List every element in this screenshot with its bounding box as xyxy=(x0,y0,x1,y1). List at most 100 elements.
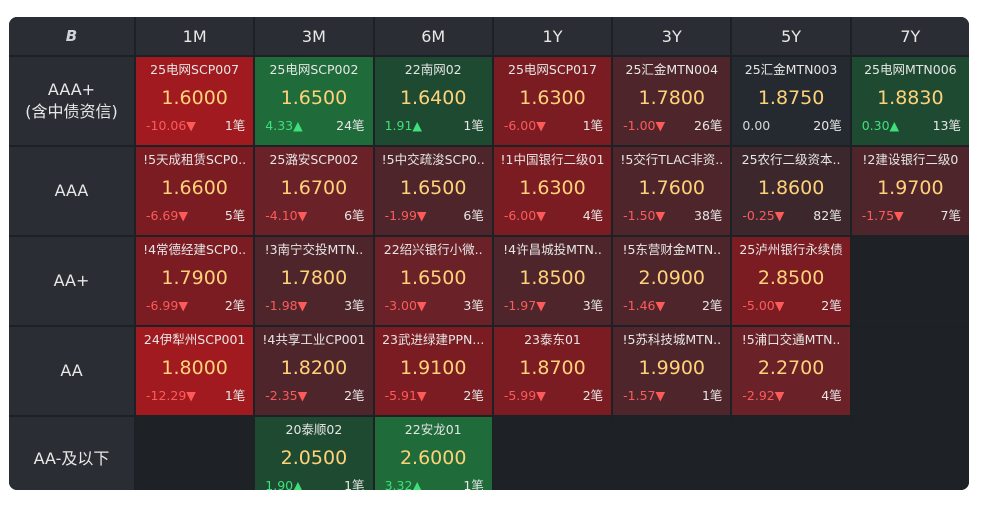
arrow-up-icon: ▲ xyxy=(889,118,900,133)
cell-footer: -1.97▼ 3笔 xyxy=(494,297,611,315)
bond-name: !1中国银行二级01 xyxy=(500,152,605,167)
cell-footer: 1.90▲ 1笔 xyxy=(255,477,372,490)
change-bp: -6.00▼ xyxy=(504,117,546,135)
yield-value: 1.6700 xyxy=(280,177,348,199)
bond-cell[interactable]: 22南网02 1.6400 1.91▲ 1笔 xyxy=(374,57,492,145)
cell-footer: 3.32▲ 1笔 xyxy=(375,477,492,490)
trade-count: 3笔 xyxy=(582,298,604,313)
cell-footer: -3.00▼ 3笔 xyxy=(375,297,492,315)
bond-name: 20泰顺02 xyxy=(285,422,343,437)
yield-value: 1.9100 xyxy=(399,357,467,379)
bond-name: !3南宁交投MTN.. xyxy=(264,242,364,257)
trade-count: 5笔 xyxy=(224,208,246,223)
bond-cell[interactable]: 25电网SCP017 1.6300 -6.00▼ 1笔 xyxy=(493,57,612,145)
bond-cell[interactable]: !3南宁交投MTN.. 1.7800 -1.98▼ 3笔 xyxy=(255,237,373,325)
trade-count: 1笔 xyxy=(701,388,723,403)
arrow-down-icon: ▼ xyxy=(536,298,546,313)
yield-value: 1.9900 xyxy=(638,357,706,379)
arrow-down-icon: ▼ xyxy=(297,208,308,223)
bond-name: 22绍兴银行小微.. xyxy=(383,242,483,257)
arrow-down-icon: ▼ xyxy=(416,298,427,313)
bond-cell[interactable]: 22安龙01 2.6000 3.32▲ 1笔 xyxy=(374,417,492,490)
tenor-header[interactable]: 6M xyxy=(374,17,492,55)
yield-value: 1.6000 xyxy=(161,87,228,109)
bond-cell[interactable]: 24伊犁州SCP001 1.8000 -12.29▼ 1笔 xyxy=(136,327,254,415)
bond-cell[interactable]: 23武进绿建PPN... 1.9100 -5.91▼ 2笔 xyxy=(374,327,492,415)
change-bp: -1.98▼ xyxy=(265,297,307,315)
bond-cell[interactable]: 23泰东01 1.8700 -5.99▼ 2笔 xyxy=(493,327,612,415)
change-bp: -6.69▼ xyxy=(146,207,188,225)
bond-cell[interactable]: 25汇金MTN004 1.7800 -1.00▼ 26笔 xyxy=(613,57,731,145)
empty-cell xyxy=(136,417,254,490)
bond-cell[interactable]: !5天成租赁SCP0.. 1.6600 -6.69▼ 5笔 xyxy=(136,147,254,235)
bond-cell[interactable]: 25泸州银行永续债 2.8500 -5.00▼ 2笔 xyxy=(732,237,850,325)
change-value: -1.00 xyxy=(623,118,656,133)
bond-cell[interactable]: 25汇金MTN003 1.8750 0.00 20笔 xyxy=(732,57,850,145)
bond-cell[interactable]: 25电网SCP002 1.6500 4.33▲ 24笔 xyxy=(255,57,373,145)
bond-cell[interactable]: !5苏科技城MTN.. 1.9900 -1.57▼ 1笔 xyxy=(613,327,731,415)
trade-count: 2笔 xyxy=(463,388,484,403)
bond-name: !4常德经建SCP0.. xyxy=(143,242,247,257)
change-bp: 0.30▲ xyxy=(862,117,899,135)
trade-count: 38笔 xyxy=(694,208,723,223)
bond-name: !4许昌城投MTN.. xyxy=(503,242,602,257)
bond-cell[interactable]: !4许昌城投MTN.. 1.8500 -1.97▼ 3笔 xyxy=(493,237,612,325)
bond-cell[interactable]: !4共享工业CP001 1.8200 -2.35▼ 2笔 xyxy=(255,327,373,415)
tenor-header[interactable]: 7Y xyxy=(851,17,969,55)
change-bp: -0.25▼ xyxy=(742,207,784,225)
cell-footer: -5.99▼ 2笔 xyxy=(494,387,611,405)
bond-cell[interactable]: 25电网SCP007 1.6000 -10.06▼ 1笔 xyxy=(136,57,254,145)
change-value: -2.92 xyxy=(742,388,775,403)
bond-yield-matrix: B 1M 3M 6M 1Y 3Y 5Y 7Y AAA+ (含中债资信) 25电网SC… xyxy=(9,17,969,490)
cell-footer: -5.00▼ 2笔 xyxy=(732,297,849,315)
cell-footer: -2.92▼ 4笔 xyxy=(732,387,849,405)
change-value: -5.00 xyxy=(742,298,775,313)
arrow-up-icon: ▲ xyxy=(412,478,423,490)
bond-cell[interactable]: !5交行TLAC非资.. 1.7600 -1.50▼ 38笔 xyxy=(613,147,731,235)
bond-cell[interactable]: 25潞安SCP002 1.6700 -4.10▼ 6笔 xyxy=(255,147,373,235)
cell-footer: -5.91▼ 2笔 xyxy=(375,387,492,405)
change-value: 3.32 xyxy=(384,478,413,490)
change-value: 1.91 xyxy=(384,118,413,133)
arrow-down-icon: ▼ xyxy=(416,388,427,403)
bond-cell[interactable]: 25电网MTN006 1.8830 0.30▲ 13笔 xyxy=(851,57,969,145)
arrow-down-icon: ▼ xyxy=(894,208,904,223)
bond-cell[interactable]: !5东营财金MTN.. 2.0900 -1.46▼ 2笔 xyxy=(613,237,731,325)
trade-count: 82笔 xyxy=(813,208,842,223)
cell-footer: 0.00 20笔 xyxy=(732,117,849,135)
tenor-header[interactable]: 3M xyxy=(255,17,373,55)
rating-label: AA-及以下 xyxy=(33,448,110,468)
tenor-header[interactable]: 1M xyxy=(136,17,254,55)
trade-count: 7笔 xyxy=(940,208,961,223)
bond-cell[interactable]: 20泰顺02 2.0500 1.90▲ 1笔 xyxy=(255,417,373,490)
cell-footer: -6.99▼ 2笔 xyxy=(136,297,253,315)
bond-cell[interactable]: 25农行二级资本.. 1.8600 -0.25▼ 82笔 xyxy=(732,147,850,235)
yield-value: 1.7800 xyxy=(280,267,348,289)
yield-value: 2.2700 xyxy=(757,357,825,379)
yield-value: 1.7600 xyxy=(638,177,706,199)
tenor-header[interactable]: 1Y xyxy=(493,17,612,55)
bond-name: 25电网SCP007 xyxy=(150,62,240,77)
rating-row-header: AAA xyxy=(9,147,134,235)
bond-name: 25电网MTN006 xyxy=(864,62,957,77)
yield-value: 1.8500 xyxy=(519,267,586,289)
bond-cell[interactable]: !2建设银行二级0 1.9700 -1.75▼ 7笔 xyxy=(851,147,969,235)
tenor-header[interactable]: 5Y xyxy=(732,17,850,55)
change-bp: -1.97▼ xyxy=(504,297,546,315)
bond-cell[interactable]: !4常德经建SCP0.. 1.7900 -6.99▼ 2笔 xyxy=(136,237,254,325)
arrow-down-icon: ▼ xyxy=(178,208,188,223)
trade-count: 1笔 xyxy=(582,118,604,133)
yield-value: 1.9700 xyxy=(877,177,944,199)
tenor-header[interactable]: 3Y xyxy=(613,17,731,55)
yield-value: 1.6500 xyxy=(280,87,348,109)
rating-label: AA xyxy=(60,361,83,380)
bond-cell[interactable]: !1中国银行二级01 1.6300 -6.00▼ 4笔 xyxy=(493,147,612,235)
bond-cell[interactable]: 22绍兴银行小微.. 1.6500 -3.00▼ 3笔 xyxy=(374,237,492,325)
empty-cell xyxy=(851,417,969,490)
change-bp: -1.00▼ xyxy=(623,117,665,135)
change-value: -1.99 xyxy=(384,208,417,223)
bond-cell[interactable]: !5浦口交通MTN.. 2.2700 -2.92▼ 4笔 xyxy=(732,327,850,415)
change-bp: 1.90▲ xyxy=(265,477,302,490)
bond-cell[interactable]: !5中交疏浚SCP0.. 1.6500 -1.99▼ 6笔 xyxy=(374,147,492,235)
yield-value: 1.8000 xyxy=(161,357,228,379)
